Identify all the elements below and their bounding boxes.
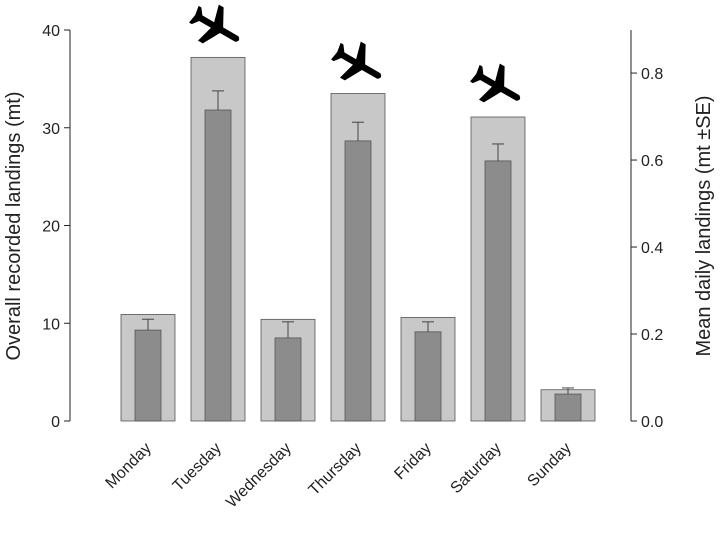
- error-bar: [562, 387, 574, 395]
- y-axis-label: Overall recorded landings (mt): [3, 92, 25, 361]
- x-tick-label: Monday: [103, 440, 155, 492]
- y-tick-label: 0: [51, 414, 60, 431]
- x-tick-label: Saturday: [448, 440, 505, 497]
- error-bar: [142, 318, 154, 331]
- error-bar: [422, 321, 434, 332]
- bar: [554, 393, 582, 422]
- bar: [274, 337, 302, 422]
- y2-tick-label: 0.8: [641, 66, 663, 83]
- x-tick-label: Thursday: [306, 440, 365, 499]
- bar: [204, 109, 232, 422]
- error-bar: [492, 143, 504, 161]
- bar: [414, 331, 442, 422]
- y-tick-label: 30: [42, 121, 60, 138]
- bar: [484, 160, 512, 422]
- x-tick-label: Wednesday: [223, 440, 295, 512]
- error-bar: [212, 90, 224, 111]
- y-tick-label: 10: [42, 316, 60, 333]
- y-tick-label: 20: [42, 219, 60, 236]
- x-tick-label: Tuesday: [170, 440, 225, 495]
- x-tick-label: Friday: [391, 440, 434, 483]
- y2-tick-label: 0.4: [641, 240, 663, 257]
- bar: [344, 140, 372, 422]
- error-bar: [282, 321, 294, 338]
- y2-tick-label: 0.2: [641, 327, 663, 344]
- plane-icon: [464, 55, 531, 118]
- y2-axis-label: Mean daily landings (mt ±SE): [693, 95, 715, 356]
- error-bar: [352, 121, 364, 141]
- y-tick-label: 40: [42, 23, 60, 40]
- plane-icon: [325, 33, 392, 96]
- bar: [134, 329, 162, 422]
- y2-tick-label: 0.0: [641, 414, 663, 431]
- y2-tick-label: 0.6: [641, 153, 663, 170]
- x-tick-label: Sunday: [524, 440, 574, 490]
- plane-icon: [183, 0, 250, 59]
